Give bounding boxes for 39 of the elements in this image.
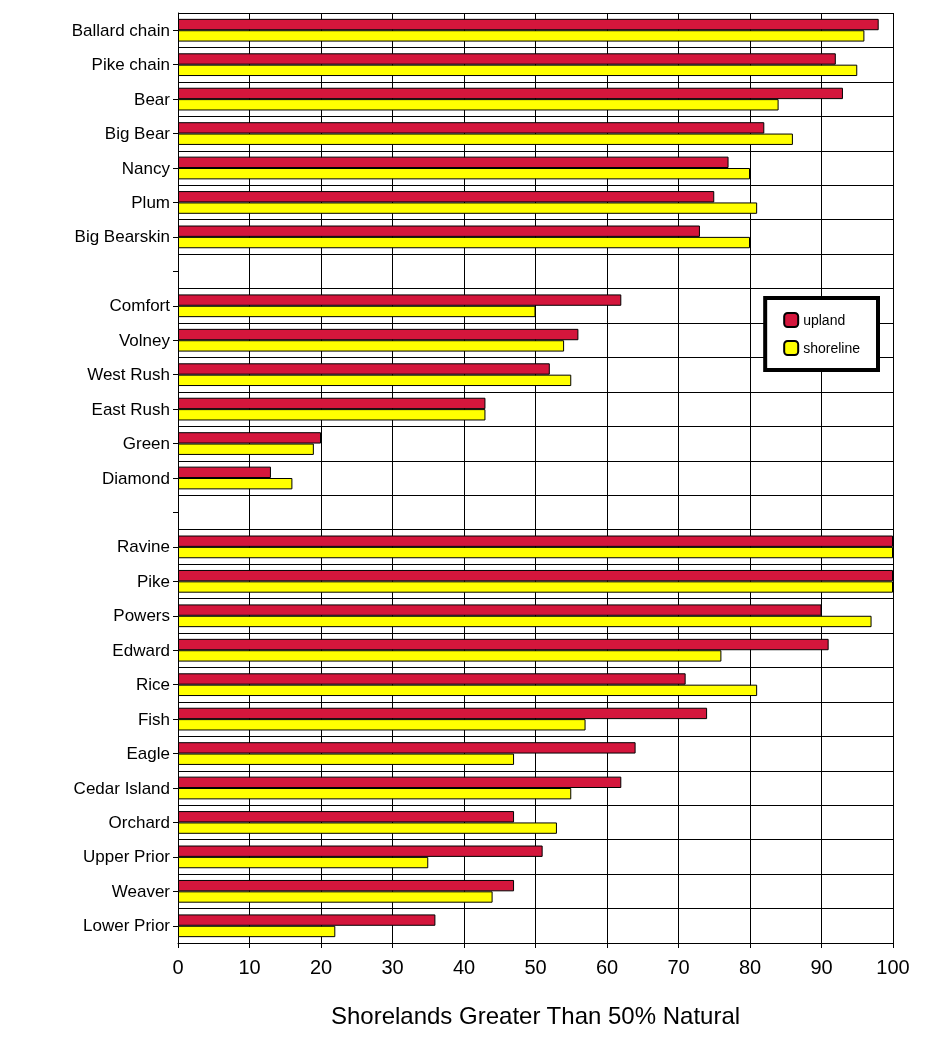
y-tick-label: Rice	[135, 675, 170, 695]
x-tick-label: 90	[810, 956, 833, 978]
y-tick-label: Fish	[137, 709, 170, 729]
y-tick-label: Ravine	[117, 537, 170, 557]
x-tick-label: 80	[738, 956, 762, 978]
y-tick-label: Orchard	[108, 812, 170, 832]
y-tick-label: Edward	[112, 640, 170, 660]
y-tick-label: Comfort	[109, 296, 171, 316]
x-tick-label: 100	[876, 956, 910, 978]
x-tick-label: 10	[238, 956, 261, 978]
y-tick-label: Upper Prior	[83, 847, 171, 867]
x-tick-label: 50	[524, 956, 547, 978]
y-tick-label: Green	[122, 434, 170, 454]
y-tick-label: West Rush	[87, 365, 170, 385]
x-axis-title: Shorelands Greater Than 50% Natural	[330, 1001, 741, 1029]
y-tick-label: Lower Prior	[83, 916, 171, 936]
x-tick-label: 20	[309, 956, 333, 978]
x-tick-label: 40	[452, 956, 476, 978]
legend-label: upland	[803, 312, 846, 328]
y-tick-label: Big Bearskin	[74, 227, 170, 247]
y-tick-label: Volney	[118, 330, 171, 350]
x-tick-label: 70	[667, 956, 690, 978]
y-tick-label: East Rush	[91, 399, 170, 419]
y-tick-label: Ballard chain	[71, 20, 170, 40]
y-tick-label: Eagle	[126, 744, 170, 764]
y-tick-label: Pike	[136, 571, 170, 591]
y-tick-label: Cedar Island	[73, 778, 170, 798]
y-tick-label: Powers	[113, 606, 170, 626]
y-tick-label: Nancy	[121, 158, 171, 178]
y-tick-label: Weaver	[111, 881, 171, 901]
x-tick-label: 30	[381, 956, 404, 978]
legend-label: shoreline	[803, 340, 861, 356]
y-tick-label: Big Bear	[104, 124, 171, 144]
y-tick-label: Diamond	[101, 468, 170, 488]
x-tick-label: 60	[595, 956, 619, 978]
y-tick-label: Pike chain	[91, 55, 170, 75]
y-tick-label: Plum	[131, 192, 170, 212]
x-tick-label: 0	[172, 956, 184, 978]
y-tick-label: Bear	[134, 89, 171, 109]
